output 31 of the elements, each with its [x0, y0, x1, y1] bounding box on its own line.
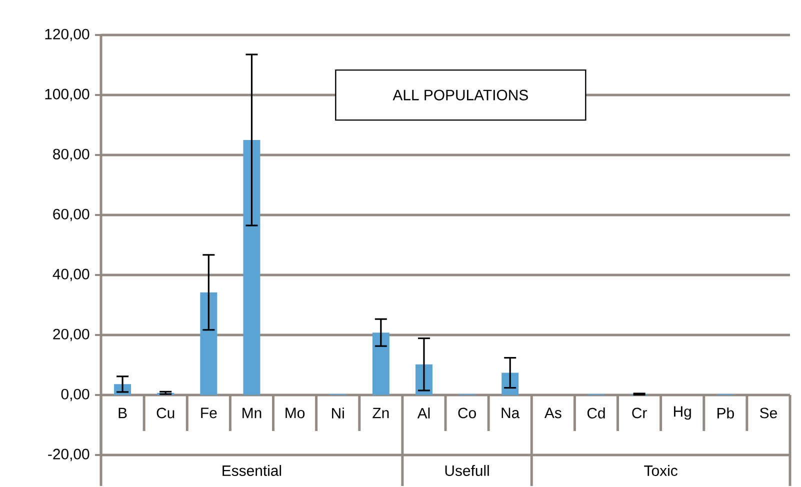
x-tick-label: Mo	[286, 408, 305, 418]
y-tick-label: 80,00	[53, 148, 90, 162]
text: Usefull	[445, 464, 489, 476]
x-tick-label: Fe	[201, 408, 217, 418]
x-tick-label: Ni	[332, 407, 344, 418]
y-tick-label: 100,00	[45, 88, 90, 102]
y-tick-label: -20,00	[48, 448, 90, 462]
text: Essential	[222, 464, 282, 476]
y-tick-label: 20,00	[53, 328, 90, 342]
x-tick-label: As	[544, 408, 562, 418]
y-tick-label: 0,00	[61, 388, 90, 402]
bar	[372, 332, 390, 395]
x-tick-label: Cd	[587, 407, 605, 418]
text: Toxic	[644, 464, 678, 476]
x-tick-label: B	[118, 408, 127, 418]
x-tick-label: Pb	[717, 407, 734, 418]
x-tick-label: Hg	[674, 406, 691, 420]
x-tick-label: Al	[417, 407, 430, 418]
text: ALL POPULATIONS	[392, 90, 528, 100]
y-tick-label: 60,00	[53, 208, 90, 222]
x-tick-label: Zn	[372, 408, 389, 418]
x-tick-label: Na	[502, 408, 520, 418]
x-tick-label: Cr	[632, 408, 647, 418]
x-tick-label: Mn	[242, 408, 262, 418]
y-tick-label: 40,00	[52, 268, 90, 282]
x-tick-label: Co	[458, 408, 476, 418]
x-tick-label: Se	[760, 408, 777, 418]
bar	[243, 140, 260, 395]
x-tick-label: Cu	[156, 408, 174, 418]
y-tick-label: 120,00	[45, 28, 90, 42]
bar	[200, 292, 218, 395]
